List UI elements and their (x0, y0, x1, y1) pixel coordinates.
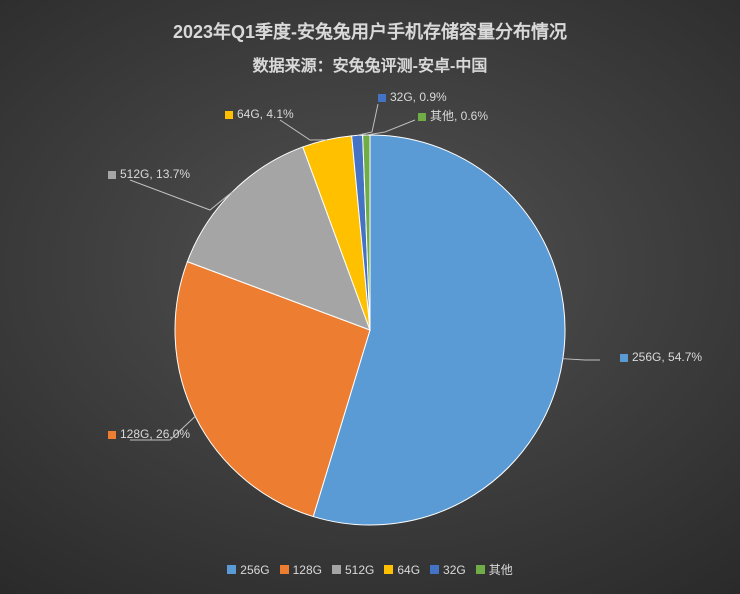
legend-label: 256G (240, 563, 269, 577)
legend-swatch (227, 565, 236, 574)
legend-swatch (332, 565, 341, 574)
legend-label: 32G (443, 563, 466, 577)
slice-label: 64G, 4.1% (225, 107, 294, 121)
label-swatch (418, 113, 426, 121)
legend-swatch (384, 565, 393, 574)
chart-container: 2023年Q1季度-安兔兔用户手机存储容量分布情况 数据来源：安兔兔评测-安卓-… (0, 0, 740, 594)
legend-item: 其他 (476, 561, 513, 578)
leader-line (130, 180, 233, 210)
legend-label: 512G (345, 563, 374, 577)
legend-item: 128G (280, 561, 322, 578)
label-swatch (108, 171, 116, 179)
legend-label: 128G (293, 563, 322, 577)
label-swatch (378, 94, 386, 102)
leader-line (357, 104, 378, 135)
slice-label: 32G, 0.9% (378, 90, 447, 104)
legend-label: 其他 (489, 561, 513, 578)
legend-item: 32G (430, 561, 466, 578)
slice-label: 256G, 54.7% (620, 350, 702, 364)
label-text: 128G, 26.0% (120, 427, 190, 441)
legend-swatch (476, 565, 485, 574)
label-swatch (620, 354, 628, 362)
legend-label: 64G (397, 563, 420, 577)
label-text: 其他, 0.6% (430, 109, 488, 123)
leader-line (563, 359, 600, 360)
legend-item: 256G (227, 561, 269, 578)
legend-item: 512G (332, 561, 374, 578)
legend-swatch (280, 565, 289, 574)
label-swatch (108, 431, 116, 439)
label-text: 256G, 54.7% (632, 350, 702, 364)
pie-chart (0, 0, 740, 594)
legend-item: 64G (384, 561, 420, 578)
slice-label: 512G, 13.7% (108, 167, 190, 181)
label-text: 512G, 13.7% (120, 167, 190, 181)
label-text: 32G, 0.9% (390, 90, 447, 104)
slice-label: 其他, 0.6% (418, 107, 488, 124)
label-text: 64G, 4.1% (237, 107, 294, 121)
legend-swatch (430, 565, 439, 574)
label-swatch (225, 111, 233, 119)
slice-label: 128G, 26.0% (108, 427, 190, 441)
legend: 256G 128G 512G 64G 32G 其他 (0, 561, 740, 578)
leader-line (280, 120, 327, 140)
